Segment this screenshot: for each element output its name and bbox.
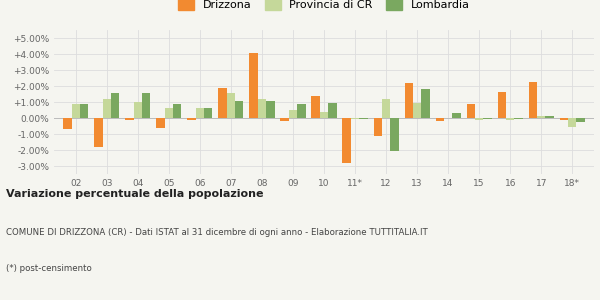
Bar <box>568 118 577 127</box>
Bar <box>436 118 444 121</box>
Text: COMUNE DI DRIZZONA (CR) - Dati ISTAT al 31 dicembre di ogni anno - Elaborazione : COMUNE DI DRIZZONA (CR) - Dati ISTAT al … <box>6 228 428 237</box>
Bar <box>235 101 244 118</box>
Bar <box>63 118 71 129</box>
Bar <box>111 93 119 118</box>
Bar <box>475 118 484 120</box>
Bar <box>218 88 227 118</box>
Bar <box>404 83 413 118</box>
Bar <box>382 99 390 118</box>
Bar <box>311 96 320 118</box>
Bar <box>125 118 134 120</box>
Bar <box>71 104 80 118</box>
Bar <box>374 118 382 136</box>
Bar <box>421 89 430 118</box>
Bar <box>250 53 258 118</box>
Bar <box>297 104 305 118</box>
Bar <box>484 118 492 119</box>
Bar <box>289 110 297 118</box>
Bar <box>467 103 475 118</box>
Bar <box>142 93 151 118</box>
Bar <box>351 118 359 119</box>
Bar <box>537 116 545 118</box>
Legend: Drizzona, Provincia di CR, Lombardia: Drizzona, Provincia di CR, Lombardia <box>175 0 473 13</box>
Bar <box>529 82 537 118</box>
Bar <box>280 118 289 121</box>
Bar <box>497 92 506 118</box>
Bar <box>390 118 398 151</box>
Bar <box>545 116 554 118</box>
Text: Variazione percentuale della popolazione: Variazione percentuale della popolazione <box>6 189 263 199</box>
Bar <box>577 118 585 122</box>
Bar <box>80 104 88 118</box>
Bar <box>196 108 204 118</box>
Bar <box>204 108 212 118</box>
Bar <box>227 93 235 118</box>
Bar <box>359 118 368 119</box>
Bar <box>266 101 275 118</box>
Bar <box>103 99 111 118</box>
Bar <box>413 103 421 118</box>
Bar <box>173 103 181 118</box>
Bar <box>320 112 328 118</box>
Bar <box>94 118 103 147</box>
Bar <box>187 118 196 120</box>
Bar <box>258 99 266 118</box>
Bar <box>164 108 173 118</box>
Bar <box>560 118 568 120</box>
Bar <box>343 118 351 163</box>
Bar <box>134 102 142 118</box>
Bar <box>156 118 164 128</box>
Bar <box>506 118 514 120</box>
Bar <box>514 118 523 119</box>
Text: (*) post-censimento: (*) post-censimento <box>6 264 92 273</box>
Bar <box>328 103 337 118</box>
Bar <box>452 113 461 118</box>
